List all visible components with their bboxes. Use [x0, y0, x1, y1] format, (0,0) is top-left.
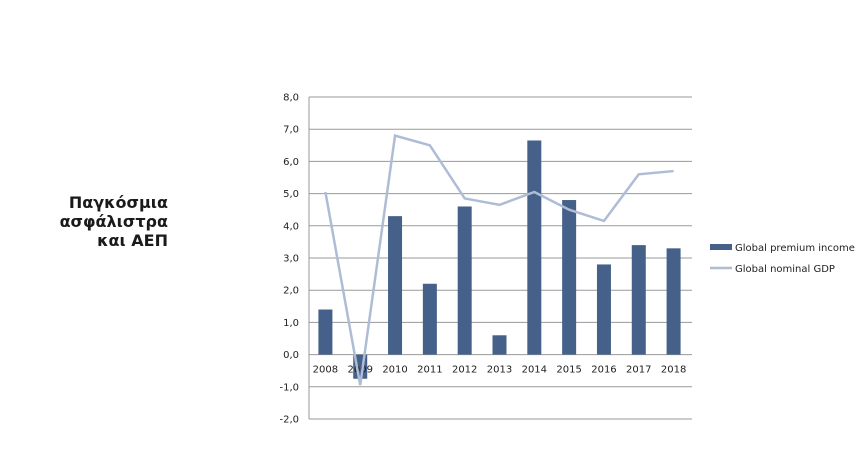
legend-swatch-premium [710, 244, 732, 250]
y-tick-label: -2,0 [279, 415, 299, 426]
bar-2010 [388, 216, 403, 355]
bar-2012 [457, 206, 472, 355]
y-tick-label: 5,0 [283, 189, 299, 200]
x-tick-label: 2017 [626, 365, 651, 376]
chart-title: Παγκόσμια ασφάλιστρα και ΑΕΠ [60, 193, 168, 250]
x-tick-label: 2014 [522, 365, 547, 376]
y-tick-label: 1,0 [283, 318, 299, 329]
x-tick-label: 2010 [382, 365, 407, 376]
x-tick-label: 2012 [452, 365, 477, 376]
y-tick-label: 3,0 [283, 254, 299, 265]
x-tick-label: 2011 [417, 365, 442, 376]
legend-label-premium: Global premium income [735, 243, 855, 254]
title-line: ασφάλιστρα [59, 212, 168, 231]
y-tick-label: 8,0 [283, 93, 299, 104]
title-line: Παγκόσμια [68, 193, 168, 212]
legend-label-gdp: Global nominal GDP [735, 264, 835, 275]
y-tick-label: 2,0 [283, 286, 299, 297]
bar-2018 [666, 248, 681, 355]
bar-2017 [631, 245, 646, 355]
x-tick-label: 2018 [661, 365, 686, 376]
bar-2008 [318, 309, 333, 355]
bar-2015 [562, 200, 577, 355]
x-tick-label: 2016 [591, 365, 616, 376]
x-tick-label: 2009 [348, 365, 373, 376]
bar-2016 [596, 264, 611, 355]
bar-2011 [422, 283, 437, 355]
y-tick-label: -1,0 [279, 382, 299, 393]
x-tick-label: 2015 [556, 365, 581, 376]
bar-2014 [527, 140, 542, 355]
x-tick-label: 2013 [487, 365, 512, 376]
y-tick-label: 0,0 [283, 350, 299, 361]
y-tick-label: 4,0 [283, 221, 299, 232]
y-tick-label: 6,0 [283, 157, 299, 168]
title-line: και ΑΕΠ [97, 231, 168, 250]
bar-2013 [492, 335, 507, 355]
x-tick-label: 2008 [313, 365, 338, 376]
y-tick-label: 7,0 [283, 125, 299, 136]
